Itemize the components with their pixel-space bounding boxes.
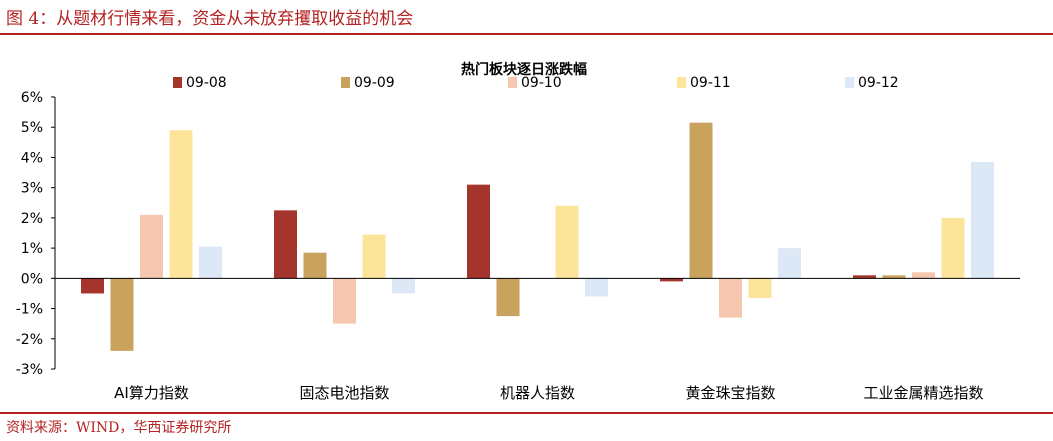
legend-swatch-09-08 xyxy=(173,77,182,88)
title-divider xyxy=(0,33,1053,35)
bar-09-12-机器人指数 xyxy=(585,278,608,297)
bar-09-11-固态电池指数 xyxy=(362,234,386,279)
bar-chart: 热门板块逐日涨跌幅 09-08 09-09 09-10 09-11 09-12 -3%-… xyxy=(16,61,1020,402)
legend-label: 09-10 xyxy=(521,75,562,91)
y-tick-label: -3% xyxy=(16,362,43,378)
legend-swatch-09-09 xyxy=(341,77,350,88)
bars xyxy=(81,122,994,351)
chart-title: 热门板块逐日涨跌幅 xyxy=(461,61,587,78)
bar-09-10-工业金属精选指数 xyxy=(912,272,935,279)
bar-09-12-固态电池指数 xyxy=(392,278,415,294)
legend-swatch-09-11 xyxy=(677,77,686,88)
legend-label: 09-11 xyxy=(690,75,731,91)
bar-09-09-黄金珠宝指数 xyxy=(689,122,713,279)
bar-09-12-工业金属精选指数 xyxy=(971,161,994,279)
legend-label: 09-08 xyxy=(186,75,227,91)
bar-09-10-固态电池指数 xyxy=(333,278,356,324)
x-category-label: AI算力指数 xyxy=(114,384,189,402)
bar-09-11-AI算力指数 xyxy=(169,130,193,279)
bar-09-11-黄金珠宝指数 xyxy=(748,278,772,298)
x-category-label: 工业金属精选指数 xyxy=(863,384,983,402)
figure-title: 图 4：从题材行情来看，资金从未放弃攫取收益的机会 xyxy=(6,9,414,29)
bar-09-08-工业金属精选指数 xyxy=(853,275,876,279)
bar-09-09-固态电池指数 xyxy=(303,252,327,279)
bar-09-12-黄金珠宝指数 xyxy=(778,248,801,279)
y-tick-label: 4% xyxy=(21,150,43,166)
bar-09-09-AI算力指数 xyxy=(110,278,134,351)
x-axis: AI算力指数 固态电池指数 机器人指数 黄金珠宝指数 工业金属精选指数 xyxy=(55,277,1020,402)
y-tick-label: 6% xyxy=(21,90,43,106)
legend-label: 09-09 xyxy=(354,75,395,91)
y-tick-label: 2% xyxy=(21,211,43,227)
bar-09-08-AI算力指数 xyxy=(81,278,104,294)
bar-09-10-黄金珠宝指数 xyxy=(719,278,742,318)
source-note: 资料来源：WIND，华西证券研究所 xyxy=(6,420,232,436)
bar-09-09-机器人指数 xyxy=(496,278,520,317)
footer-divider xyxy=(0,412,1053,414)
legend-swatch-09-12 xyxy=(845,77,854,88)
bar-09-08-固态电池指数 xyxy=(274,210,297,279)
bar-09-11-机器人指数 xyxy=(555,205,579,279)
bar-09-08-黄金珠宝指数 xyxy=(660,278,683,282)
legend: 09-08 09-09 09-10 09-11 09-12 xyxy=(173,75,899,91)
x-category-label: 机器人指数 xyxy=(500,384,575,402)
bar-09-11-工业金属精选指数 xyxy=(941,217,965,279)
x-category-label: 固态电池指数 xyxy=(299,384,389,402)
y-tick-label: 1% xyxy=(21,241,43,257)
bar-09-09-工业金属精选指数 xyxy=(882,275,906,279)
y-tick-label: 5% xyxy=(21,120,43,136)
y-axis: -3% -2% -1% 0% 1% 2% 3% 4% 5% 6% xyxy=(16,90,56,378)
y-tick-label: -1% xyxy=(16,302,43,318)
y-tick-label: -2% xyxy=(16,332,43,348)
legend-swatch-09-10 xyxy=(508,77,517,88)
y-tick-label: 3% xyxy=(21,181,43,197)
y-tick-label: 0% xyxy=(21,271,43,287)
bar-09-12-AI算力指数 xyxy=(199,246,222,279)
x-category-label: 黄金珠宝指数 xyxy=(685,384,775,402)
bar-09-08-机器人指数 xyxy=(467,184,490,279)
bar-09-10-AI算力指数 xyxy=(140,214,163,279)
legend-label: 09-12 xyxy=(858,75,899,91)
